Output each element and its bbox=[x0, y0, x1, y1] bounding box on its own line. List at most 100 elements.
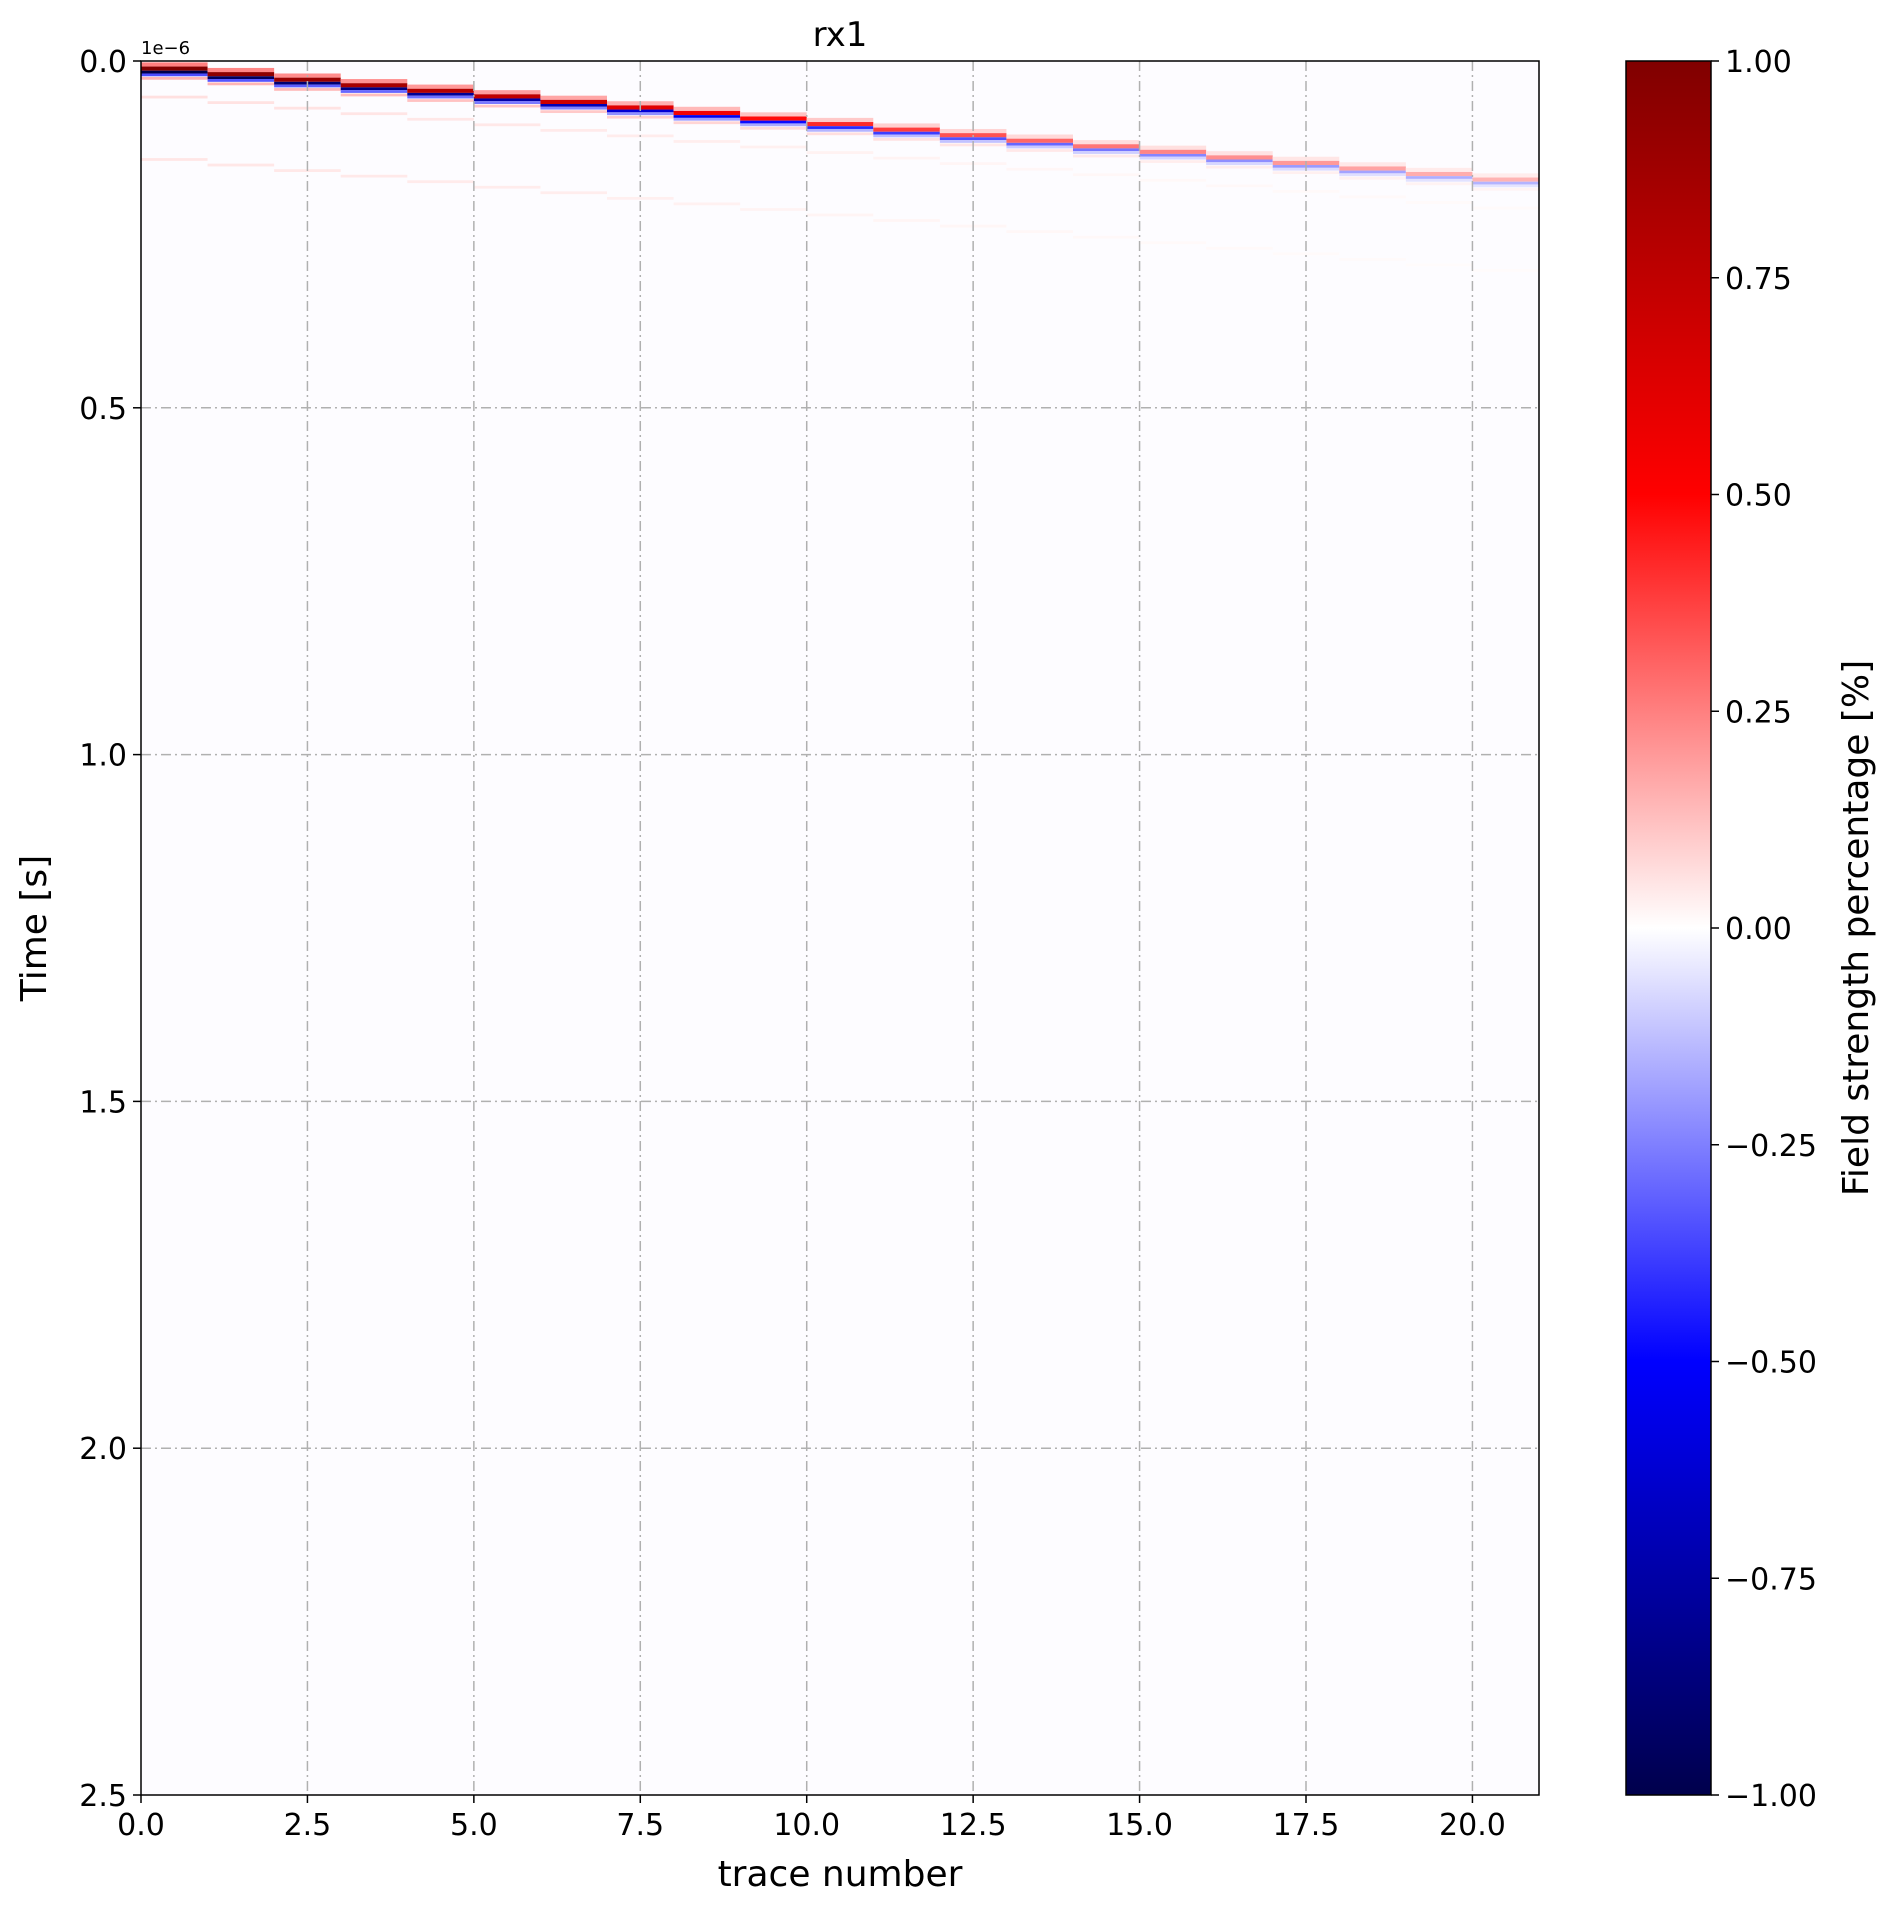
trace-band bbox=[407, 95, 474, 99]
trace-8 bbox=[673, 106, 741, 206]
trace-0 bbox=[141, 62, 208, 161]
trace-band bbox=[1405, 171, 1473, 177]
trace-band bbox=[1006, 167, 1073, 171]
trace-band bbox=[873, 131, 940, 135]
trace-band bbox=[340, 79, 408, 84]
trace-band bbox=[1272, 190, 1340, 193]
trace-band bbox=[141, 70, 208, 74]
trace-band bbox=[607, 115, 674, 119]
trace-band bbox=[673, 115, 741, 118]
trace-16 bbox=[1206, 151, 1273, 250]
trace-band bbox=[473, 185, 541, 189]
trace-band bbox=[407, 99, 474, 102]
trace-band bbox=[407, 84, 474, 89]
trace-band bbox=[1073, 235, 1140, 239]
x-tick-label: 10.0 bbox=[773, 1808, 840, 1843]
y-tick-label: 2.0 bbox=[79, 1432, 127, 1467]
trace-band bbox=[274, 77, 341, 82]
trace-3 bbox=[340, 79, 408, 178]
trace-band bbox=[473, 123, 541, 127]
colorbar-tick-label: −0.50 bbox=[1725, 1346, 1817, 1381]
trace-band bbox=[340, 112, 408, 116]
trace-band bbox=[873, 137, 940, 141]
trace-band bbox=[1339, 170, 1406, 174]
y-tick-label: 2.5 bbox=[79, 1779, 127, 1814]
y-tick-label: 0.5 bbox=[79, 392, 127, 427]
colorbar-tick-label: 0.00 bbox=[1725, 912, 1792, 947]
trace-11 bbox=[873, 123, 940, 222]
trace-band bbox=[1405, 178, 1473, 182]
trace-band bbox=[673, 202, 741, 206]
trace-band bbox=[673, 140, 741, 143]
trace-band bbox=[1472, 269, 1539, 272]
x-tick-label: 5.0 bbox=[450, 1808, 498, 1843]
trace-band bbox=[673, 117, 741, 121]
trace-band bbox=[1006, 134, 1073, 139]
trace-band bbox=[806, 151, 874, 154]
trace-band bbox=[1006, 230, 1073, 234]
trace-band bbox=[939, 128, 1007, 134]
trace-band bbox=[1139, 156, 1207, 160]
trace-band bbox=[540, 191, 607, 195]
y-axis-ticks: 0.0 0.5 1.0 1.5 2.0 2.5 bbox=[79, 45, 141, 1814]
trace-band bbox=[340, 90, 408, 93]
x-tick-label: 17.5 bbox=[1273, 1808, 1340, 1843]
trace-18 bbox=[1339, 162, 1406, 261]
trace-band bbox=[540, 128, 607, 132]
trace-band bbox=[1139, 178, 1207, 182]
trace-band bbox=[1472, 187, 1539, 191]
trace-band bbox=[1339, 162, 1406, 167]
trace-band bbox=[540, 95, 607, 100]
trace-band bbox=[407, 180, 474, 184]
y-tick-label: 1.0 bbox=[79, 739, 127, 774]
trace-band bbox=[740, 123, 807, 127]
trace-band bbox=[740, 112, 807, 117]
trace-band bbox=[1472, 173, 1539, 178]
trace-band bbox=[1139, 149, 1207, 154]
trace-band bbox=[540, 104, 607, 107]
trace-band bbox=[1006, 149, 1073, 152]
trace-band bbox=[1472, 206, 1539, 210]
trace-6 bbox=[540, 95, 607, 195]
trace-band bbox=[1139, 160, 1207, 163]
trace-band bbox=[1472, 177, 1539, 182]
trace-band bbox=[1206, 246, 1273, 250]
trace-band bbox=[207, 72, 275, 77]
trace-band bbox=[806, 132, 874, 136]
y-axis-label: Time [s] bbox=[14, 855, 55, 1002]
trace-band bbox=[1405, 263, 1473, 267]
trace-band bbox=[806, 117, 874, 123]
trace-band bbox=[141, 76, 208, 80]
trace-band bbox=[340, 174, 408, 178]
trace-band bbox=[740, 120, 807, 124]
trace-band bbox=[540, 110, 607, 114]
trace-band bbox=[1339, 195, 1406, 199]
trace-band bbox=[340, 93, 408, 97]
x-tick-label: 12.5 bbox=[940, 1808, 1007, 1843]
trace-band bbox=[1006, 145, 1073, 149]
colorbar-tick-label: −0.25 bbox=[1725, 1129, 1817, 1164]
colorbar-tick-label: 0.50 bbox=[1725, 479, 1792, 514]
trace-band bbox=[1073, 154, 1140, 158]
trace-band bbox=[340, 87, 408, 91]
trace-band bbox=[141, 95, 208, 99]
x-tick-label: 20.0 bbox=[1439, 1808, 1506, 1843]
trace-band bbox=[1472, 184, 1539, 188]
colorbar bbox=[1625, 60, 1712, 1796]
trace-band bbox=[473, 90, 541, 95]
trace-band bbox=[540, 99, 607, 105]
trace-band bbox=[1339, 257, 1406, 261]
x-axis-label: trace number bbox=[718, 1854, 963, 1895]
trace-band bbox=[473, 104, 541, 108]
trace-band bbox=[207, 67, 275, 73]
colorbar-tick-label: −1.00 bbox=[1725, 1779, 1817, 1814]
trace-band bbox=[607, 112, 674, 116]
trace-band bbox=[141, 66, 208, 71]
trace-14 bbox=[1073, 140, 1140, 239]
trace-band bbox=[1206, 151, 1273, 156]
trace-band bbox=[1339, 173, 1406, 177]
trace-band bbox=[407, 92, 474, 96]
trace-band bbox=[141, 158, 208, 161]
colorbar-tick-label: 1.00 bbox=[1725, 45, 1792, 80]
plot-area bbox=[141, 61, 1539, 1795]
